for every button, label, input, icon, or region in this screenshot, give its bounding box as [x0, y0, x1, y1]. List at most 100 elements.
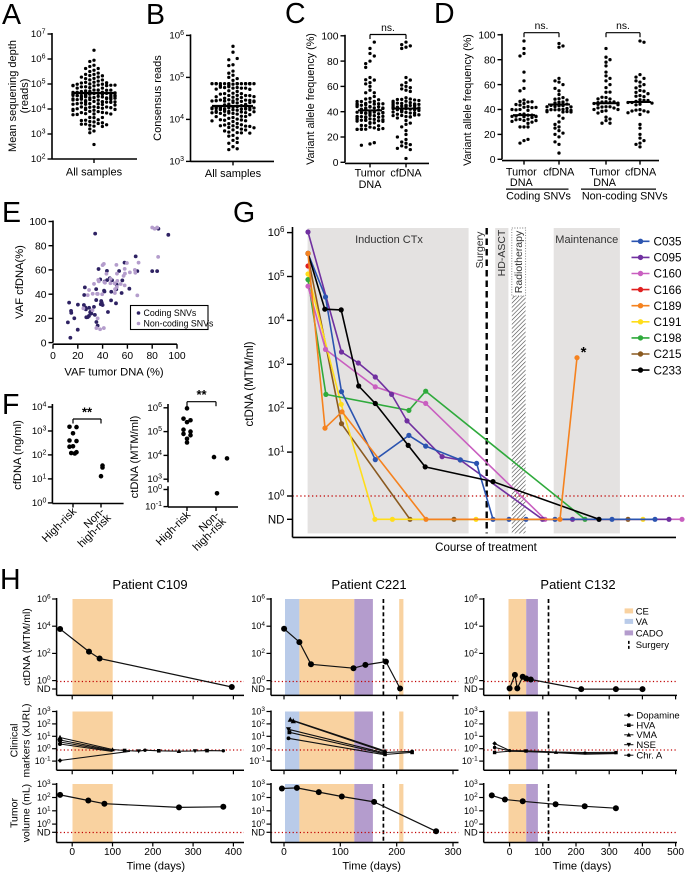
svg-text:Time (days): Time (days): [342, 861, 401, 873]
svg-text:105: 105: [31, 78, 46, 90]
svg-text:C215: C215: [654, 348, 682, 361]
svg-text:Coding SNVs: Coding SNVs: [144, 308, 197, 318]
svg-text:103: 103: [169, 156, 184, 168]
svg-text:Tumor: Tumor: [506, 167, 537, 179]
svg-text:100: 100: [37, 819, 51, 829]
svg-text:104: 104: [464, 621, 478, 631]
svg-text:102: 102: [32, 449, 47, 461]
svg-text:100: 100: [104, 847, 121, 858]
svg-text:300: 300: [601, 847, 618, 858]
svg-text:103: 103: [37, 779, 51, 789]
svg-text:Non-coding SNVs: Non-coding SNVs: [144, 319, 215, 329]
svg-text:E: E: [2, 197, 21, 229]
svg-text:107: 107: [31, 28, 46, 40]
svg-text:100: 100: [464, 743, 478, 753]
svg-text:H: H: [0, 564, 21, 596]
svg-text:HD-ASCT: HD-ASCT: [496, 229, 508, 276]
svg-text:volume (mL): volume (mL): [21, 784, 33, 842]
svg-text:All samples: All samples: [66, 167, 123, 179]
svg-text:10-1: 10-1: [145, 501, 162, 513]
svg-text:**: **: [196, 387, 207, 402]
svg-text:ns.: ns.: [616, 21, 630, 32]
svg-text:Surgery: Surgery: [636, 640, 670, 651]
svg-text:105: 105: [147, 426, 162, 438]
svg-text:102: 102: [464, 719, 478, 729]
svg-text:20: 20: [35, 314, 47, 325]
svg-text:400: 400: [634, 847, 651, 858]
svg-text:10-1: 10-1: [249, 756, 265, 766]
svg-text:ctDNA (MTM/ml): ctDNA (MTM/ml): [129, 415, 141, 498]
svg-text:103: 103: [251, 779, 265, 789]
svg-text:106: 106: [31, 53, 46, 65]
svg-text:0: 0: [490, 155, 496, 166]
svg-text:10-1: 10-1: [462, 756, 478, 766]
svg-text:104: 104: [147, 450, 162, 462]
svg-text:Induction CTx: Induction CTx: [355, 234, 423, 246]
svg-text:C166: C166: [654, 284, 682, 297]
svg-text:VA: VA: [636, 617, 649, 628]
svg-text:0: 0: [69, 847, 75, 858]
svg-text:DNA: DNA: [359, 179, 383, 191]
svg-text:C160: C160: [654, 268, 682, 281]
svg-text:103: 103: [31, 128, 46, 140]
svg-text:0: 0: [281, 847, 287, 858]
svg-text:200: 200: [568, 847, 585, 858]
svg-text:101: 101: [251, 731, 265, 741]
svg-text:102: 102: [251, 792, 265, 802]
svg-text:Time (days): Time (days): [126, 861, 185, 873]
svg-text:C191: C191: [654, 316, 682, 329]
svg-text:G: G: [233, 197, 255, 229]
svg-text:cfDNA: cfDNA: [543, 167, 575, 179]
svg-text:ns.: ns.: [535, 21, 549, 32]
svg-text:100: 100: [251, 675, 265, 685]
svg-text:Tumor: Tumor: [9, 798, 21, 828]
svg-text:80: 80: [327, 57, 339, 68]
svg-text:103: 103: [251, 706, 265, 716]
svg-text:NSE: NSE: [636, 740, 656, 751]
svg-text:Consensus reads: Consensus reads: [152, 55, 164, 141]
svg-text:102: 102: [464, 792, 478, 802]
svg-text:D: D: [434, 0, 455, 30]
svg-text:A: A: [2, 0, 21, 31]
svg-text:102: 102: [251, 719, 265, 729]
svg-text:20: 20: [72, 351, 84, 362]
svg-text:ctDNA (MTM/ml): ctDNA (MTM/ml): [21, 608, 33, 686]
svg-text:*: *: [581, 344, 587, 361]
svg-text:DNA: DNA: [593, 177, 617, 189]
svg-text:100: 100: [464, 675, 478, 685]
svg-text:300: 300: [445, 847, 462, 858]
svg-text:103: 103: [464, 779, 478, 789]
svg-text:102: 102: [37, 648, 51, 658]
svg-text:200: 200: [144, 847, 161, 858]
svg-text:All samples: All samples: [205, 168, 262, 180]
svg-text:100: 100: [478, 31, 495, 42]
svg-text:103: 103: [32, 425, 47, 437]
svg-text:60: 60: [484, 80, 496, 91]
svg-text:300: 300: [185, 847, 202, 858]
svg-text:DNA: DNA: [510, 177, 534, 189]
svg-text:104: 104: [37, 621, 51, 631]
svg-text:106: 106: [169, 30, 184, 42]
svg-text:40: 40: [97, 351, 109, 362]
svg-text:20: 20: [327, 133, 339, 144]
svg-text:80: 80: [35, 241, 47, 252]
svg-text:100: 100: [321, 32, 338, 43]
svg-text:80: 80: [146, 351, 158, 362]
svg-text:CADO: CADO: [636, 629, 663, 640]
svg-text:VAF cfDNA(%): VAF cfDNA(%): [14, 245, 26, 319]
svg-text:C198: C198: [654, 332, 682, 345]
svg-text:CE: CE: [636, 607, 649, 618]
svg-text:103: 103: [464, 706, 478, 716]
svg-text:101: 101: [251, 805, 265, 815]
svg-text:40: 40: [484, 105, 496, 116]
svg-text:20: 20: [484, 130, 496, 141]
svg-text:102: 102: [37, 792, 51, 802]
svg-text:C189: C189: [654, 300, 682, 313]
svg-text:Tumor: Tumor: [589, 167, 620, 179]
svg-text:40: 40: [327, 107, 339, 118]
svg-text:Variant allele frequency (%): Variant allele frequency (%): [462, 34, 474, 166]
svg-text:Patient C221: Patient C221: [331, 577, 406, 592]
svg-text:60: 60: [327, 82, 339, 93]
svg-text:ns.: ns.: [381, 23, 395, 34]
svg-text:ND: ND: [37, 684, 51, 695]
